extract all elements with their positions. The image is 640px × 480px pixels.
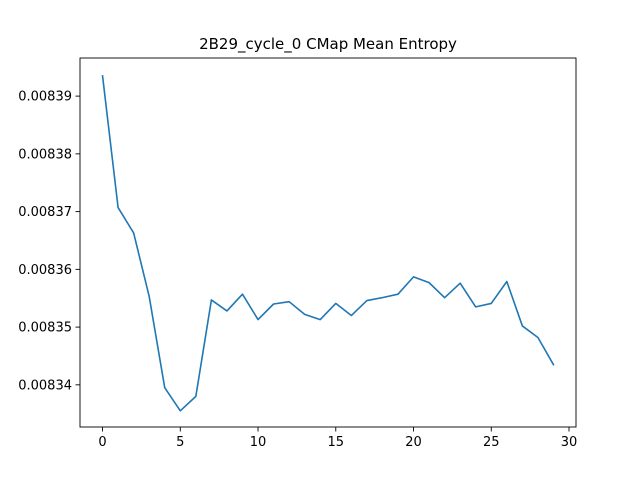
x-axis: 0 5 10 15 20 25 30: [98, 427, 577, 450]
y-tick-label: 0.00836: [18, 263, 72, 278]
plot-frame: [79, 57, 577, 428]
chart-title: 2B29_cycle_0 CMap Mean Entropy: [199, 35, 457, 54]
y-axis: 0.00834 0.00835 0.00836 0.00837 0.00838 0.008…: [18, 90, 80, 393]
x-tick-label: 5: [176, 435, 184, 450]
x-tick-label: 25: [483, 435, 500, 450]
series-line: [101, 75, 555, 412]
y-tick-label: 0.00834: [18, 378, 72, 393]
y-tick-label: 0.00835: [18, 321, 72, 336]
series-layer: [101, 75, 555, 412]
y-tick-label: 0.00839: [18, 90, 72, 105]
x-tick-label: 20: [405, 435, 422, 450]
x-tick-label: 10: [250, 435, 267, 450]
plot-area: [79, 57, 577, 428]
x-tick-label: 15: [328, 435, 345, 450]
y-tick-label: 0.00838: [18, 147, 72, 162]
x-tick-label: 30: [561, 435, 578, 450]
y-tick-label: 0.00837: [18, 205, 72, 220]
x-tick-label: 0: [98, 435, 106, 450]
